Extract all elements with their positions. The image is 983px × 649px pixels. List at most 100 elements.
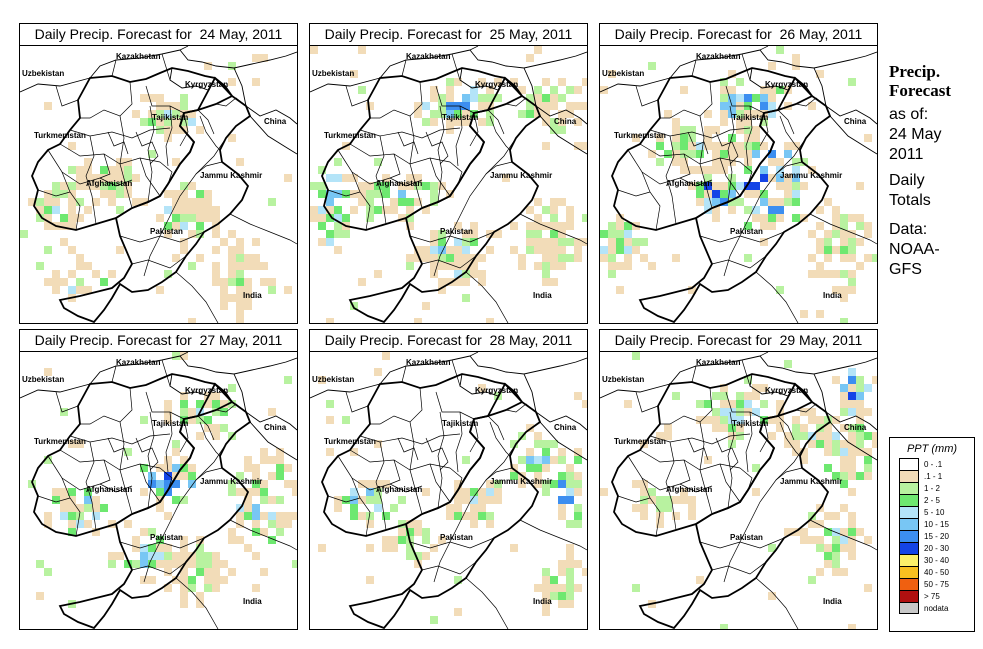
precip-cell bbox=[164, 126, 172, 134]
precip-cell bbox=[848, 432, 856, 440]
province-border bbox=[451, 53, 461, 81]
precip-cell bbox=[188, 262, 196, 270]
precip-cell bbox=[188, 198, 196, 206]
precip-cell bbox=[446, 504, 454, 512]
precip-cell bbox=[462, 94, 470, 102]
country-label-uzbekistan: Uzbekistan bbox=[22, 69, 64, 78]
province-border bbox=[161, 359, 171, 387]
province-border bbox=[719, 463, 741, 503]
precip-cell bbox=[164, 416, 172, 424]
precip-cell bbox=[624, 400, 632, 408]
precip-cell bbox=[92, 198, 100, 206]
precip-cell bbox=[196, 126, 204, 134]
precip-cell bbox=[350, 174, 358, 182]
country-label-pakistan: Pakistan bbox=[730, 227, 763, 236]
precip-cell bbox=[688, 286, 696, 294]
precip-cell bbox=[848, 384, 856, 392]
precip-cell bbox=[824, 528, 832, 536]
country-label-afghanistan: Afghanistan bbox=[666, 179, 712, 188]
province-border bbox=[435, 85, 475, 114]
precip-cell bbox=[632, 134, 640, 142]
legend-swatch bbox=[899, 494, 919, 506]
province-border bbox=[370, 387, 423, 425]
province-border bbox=[99, 153, 111, 179]
precip-cell bbox=[840, 392, 848, 400]
province-border bbox=[641, 171, 661, 231]
precip-cell bbox=[310, 46, 318, 54]
precip-cell bbox=[816, 206, 824, 214]
precip-cell bbox=[760, 102, 768, 110]
precip-cell bbox=[672, 158, 680, 166]
precip-cell bbox=[768, 206, 776, 214]
precip-grid bbox=[600, 352, 877, 629]
precip-cell bbox=[116, 166, 124, 174]
precip-cell bbox=[494, 496, 502, 504]
precip-cell bbox=[390, 536, 398, 544]
precip-cell bbox=[720, 86, 728, 94]
precip-cell bbox=[526, 206, 534, 214]
precip-cell bbox=[558, 480, 566, 488]
precip-cell bbox=[744, 150, 752, 158]
precip-cell bbox=[462, 278, 470, 286]
province-border bbox=[469, 45, 479, 51]
province-border bbox=[649, 433, 751, 445]
precip-cell bbox=[446, 110, 454, 118]
precip-cell bbox=[406, 182, 414, 190]
precip-cell bbox=[124, 560, 132, 568]
precip-cell bbox=[228, 294, 236, 302]
border-lines bbox=[310, 45, 587, 323]
precip-cell bbox=[326, 448, 334, 456]
precip-cell bbox=[204, 400, 212, 408]
precip-cell bbox=[648, 488, 656, 496]
precip-cell bbox=[36, 214, 44, 222]
precip-cell bbox=[188, 408, 196, 416]
precip-cell bbox=[156, 560, 164, 568]
precip-cell bbox=[84, 488, 92, 496]
precip-cell bbox=[656, 134, 664, 142]
province-border bbox=[449, 467, 463, 491]
precip-cell bbox=[204, 62, 212, 70]
precip-cell bbox=[398, 182, 406, 190]
precip-cell bbox=[188, 110, 196, 118]
precip-cell bbox=[672, 126, 680, 134]
precip-cell bbox=[244, 262, 252, 270]
precip-cell bbox=[792, 166, 800, 174]
precip-cell bbox=[640, 480, 648, 488]
precip-cell bbox=[478, 94, 486, 102]
precip-cell bbox=[550, 278, 558, 286]
precip-cell bbox=[600, 230, 608, 238]
precip-cell bbox=[140, 416, 148, 424]
precip-cell bbox=[268, 286, 276, 294]
legend-item: 50 - 75 bbox=[890, 578, 974, 590]
precip-cell bbox=[406, 552, 414, 560]
precip-cell bbox=[768, 86, 776, 94]
precip-cell bbox=[864, 584, 872, 592]
precip-cell bbox=[728, 206, 736, 214]
precip-cell bbox=[462, 230, 470, 238]
province-border bbox=[389, 459, 401, 485]
legend-swatch bbox=[899, 470, 919, 482]
side-title-line1: Precip. bbox=[889, 62, 941, 81]
precip-cell bbox=[220, 424, 228, 432]
precip-cell bbox=[550, 262, 558, 270]
precip-cell bbox=[542, 270, 550, 278]
precip-cell bbox=[68, 222, 76, 230]
province-border bbox=[199, 115, 221, 151]
precip-cell bbox=[260, 528, 268, 536]
precip-cell bbox=[558, 238, 566, 246]
province-border bbox=[455, 105, 463, 167]
precip-cell bbox=[768, 94, 776, 102]
precip-cell bbox=[824, 440, 832, 448]
country-label-tajikistan: Tajikistan bbox=[152, 419, 188, 428]
precip-cell bbox=[350, 512, 358, 520]
forecast-panel: Daily Precip. Forecast for 26 May, 2011 … bbox=[599, 23, 878, 324]
legend-swatch bbox=[899, 542, 919, 554]
precip-cell bbox=[696, 182, 704, 190]
province-border bbox=[397, 131, 419, 155]
precip-cell bbox=[800, 424, 808, 432]
precip-cell bbox=[744, 142, 752, 150]
precip-cell bbox=[108, 190, 116, 198]
precip-cell bbox=[558, 512, 566, 520]
country-label-afghanistan: Afghanistan bbox=[86, 179, 132, 188]
precip-cell bbox=[164, 456, 172, 464]
